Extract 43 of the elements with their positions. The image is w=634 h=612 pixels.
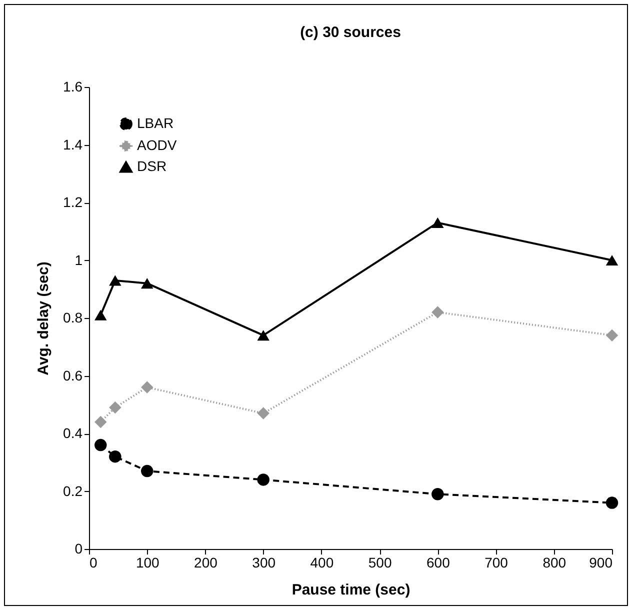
- y-axis-title: Avg. delay (sec): [35, 262, 52, 376]
- point: [432, 488, 444, 500]
- point: [140, 464, 154, 478]
- y-tick-label: 0.8: [63, 310, 83, 326]
- y-tick-label: 1: [74, 252, 83, 268]
- x-tick-label: 300: [252, 554, 276, 570]
- point: [606, 496, 618, 509]
- point: [606, 329, 618, 342]
- x-tick-label: 800: [542, 554, 566, 570]
- y-tick-label: 1.4: [63, 136, 83, 152]
- x-tick-label: 600: [426, 554, 450, 570]
- point: [432, 217, 444, 228]
- point: [94, 310, 107, 320]
- y-tick-label: 0.6: [63, 367, 83, 384]
- x-tick-label: 200: [194, 554, 218, 570]
- point: [94, 416, 107, 428]
- point: [140, 278, 154, 289]
- x-tick-label: 400: [310, 554, 334, 570]
- point: [257, 407, 270, 420]
- point: [432, 306, 444, 318]
- y-tick-label: 1.6: [63, 78, 83, 94]
- point: [257, 330, 270, 341]
- y-tick-label: 0.2: [63, 482, 83, 499]
- point: [606, 254, 618, 266]
- x-tick-label: 700: [484, 554, 508, 570]
- x-tick-label: 500: [368, 554, 392, 570]
- legend-label: LBAR: [137, 115, 174, 131]
- point: [257, 474, 270, 486]
- point: [109, 401, 122, 414]
- x-axis-title: Pause time (sec): [292, 582, 410, 598]
- y-tick-label: 0: [74, 540, 83, 556]
- y-tick-label: 0.4: [63, 425, 83, 441]
- x-tick-label: 0: [90, 554, 98, 570]
- x-tick-label: 100: [136, 554, 160, 570]
- point: [109, 450, 122, 463]
- legend-label: AODV: [137, 137, 178, 153]
- chart-title: (c) 30 sources: [300, 24, 401, 41]
- point: [94, 438, 107, 452]
- point: [140, 381, 154, 394]
- x-tick-label: 900: [589, 554, 613, 570]
- point: [109, 275, 122, 286]
- y-tick-label: 1.2: [63, 194, 83, 210]
- legend-label: DSR: [137, 158, 167, 174]
